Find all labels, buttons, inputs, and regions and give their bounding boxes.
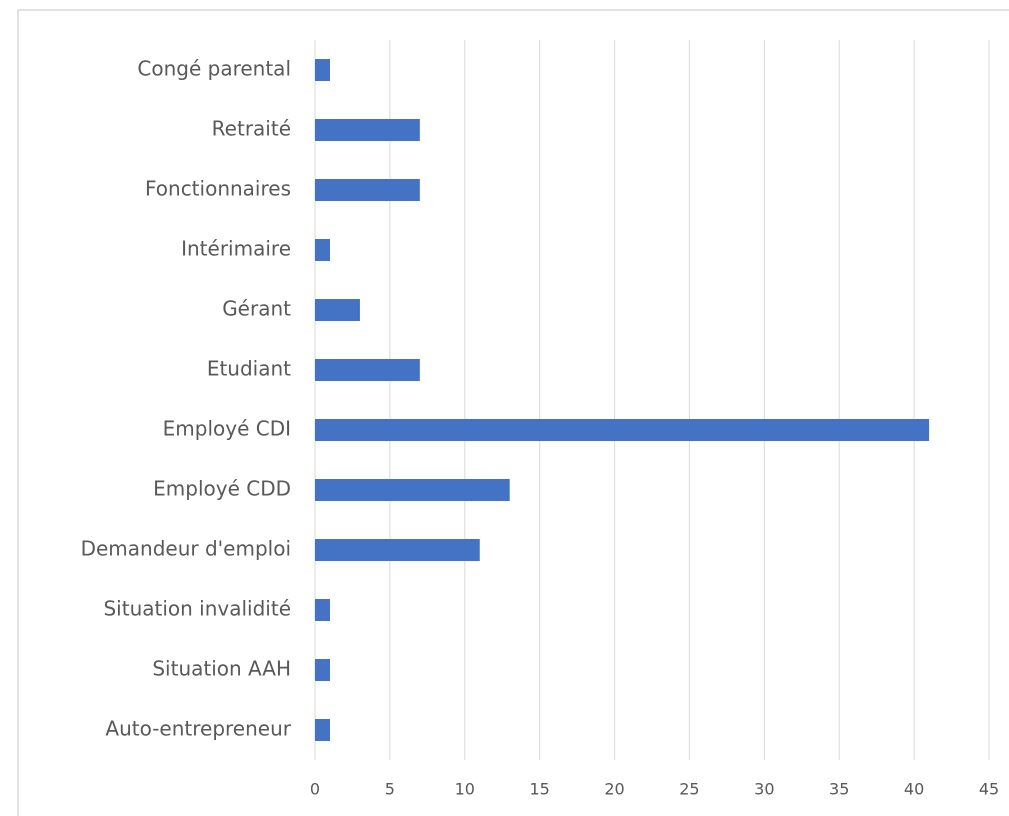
x-tick-label: 0 [310, 780, 320, 799]
x-tick-label: 35 [829, 780, 849, 799]
y-tick-label: Retraité [212, 117, 291, 141]
y-tick-label: Situation AAH [152, 657, 291, 681]
bar [315, 359, 420, 381]
y-tick-label: Gérant [222, 297, 291, 321]
x-tick-label: 45 [979, 780, 999, 799]
x-tick-label: 15 [529, 780, 549, 799]
y-tick-label: Demandeur d'emploi [81, 537, 291, 561]
x-tick-label: 40 [904, 780, 924, 799]
bar [315, 419, 930, 441]
x-tick-label: 5 [385, 780, 395, 799]
bar [315, 179, 420, 201]
bar [315, 539, 480, 561]
bar [315, 659, 330, 681]
x-tick-label: 20 [604, 780, 624, 799]
y-tick-label: Situation invalidité [103, 597, 291, 621]
x-tick-label: 30 [754, 780, 774, 799]
y-tick-label: Employé CDD [153, 477, 291, 501]
bar [315, 239, 330, 261]
x-tick-label: 10 [455, 780, 475, 799]
bar [315, 299, 360, 321]
y-tick-label: Congé parental [137, 57, 291, 81]
y-tick-label: Intérimaire [181, 237, 291, 261]
y-tick-label: Etudiant [207, 357, 291, 381]
bar [315, 599, 330, 621]
chart-frame [17, 9, 1009, 816]
bar [315, 719, 330, 741]
bar [315, 59, 330, 81]
bar [315, 479, 510, 501]
y-tick-label: Employé CDI [163, 417, 291, 441]
bar [315, 119, 420, 141]
x-tick-label: 25 [679, 780, 699, 799]
y-tick-label: Fonctionnaires [145, 177, 291, 201]
y-tick-label: Auto-entrepreneur [105, 717, 291, 741]
